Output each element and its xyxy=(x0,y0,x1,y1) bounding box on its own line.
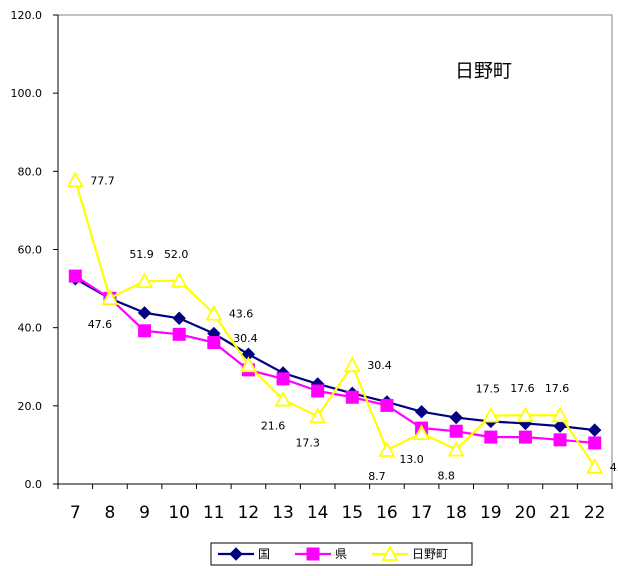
x-tick-label: 9 xyxy=(139,503,150,523)
point-marker-1 xyxy=(207,336,221,350)
data-label: 51.9 xyxy=(129,248,154,261)
data-label: 30.4 xyxy=(233,332,258,345)
point-marker-1 xyxy=(68,269,82,283)
series-line-0 xyxy=(74,277,595,432)
series-line-2 xyxy=(74,180,596,468)
point-marker-2 xyxy=(274,390,292,407)
data-label: 43.6 xyxy=(229,308,254,321)
legend-label: 県 xyxy=(335,547,347,561)
legend-box xyxy=(210,542,473,566)
x-tick-label: 8 xyxy=(105,503,116,523)
y-tick-label: 100.0 xyxy=(11,87,43,100)
legend-marker-2 xyxy=(381,545,399,561)
point-marker-1 xyxy=(345,390,359,404)
legend-label: 日野町 xyxy=(412,547,448,561)
point-marker-2 xyxy=(170,271,188,288)
series-line-1 xyxy=(74,275,595,445)
x-tick-label: 13 xyxy=(272,503,294,523)
x-tick-label: 7 xyxy=(70,503,81,523)
point-marker-1 xyxy=(380,398,394,412)
legend-marker-0 xyxy=(229,547,243,561)
data-label: 17.3 xyxy=(295,436,320,449)
point-marker-1 xyxy=(449,424,463,438)
point-marker-1 xyxy=(553,433,567,447)
y-tick-label: 0.0 xyxy=(25,478,43,491)
data-label: 52.0 xyxy=(164,248,189,261)
point-marker-1 xyxy=(172,327,186,341)
point-marker-2 xyxy=(101,289,119,305)
point-marker-2 xyxy=(343,356,361,373)
point-marker-1 xyxy=(518,430,532,444)
point-marker-2 xyxy=(136,272,154,289)
point-marker-1 xyxy=(311,384,325,398)
data-label: 17.6 xyxy=(510,382,535,395)
data-label: 8.7 xyxy=(368,470,386,483)
y-tick-label: 60.0 xyxy=(18,244,43,257)
point-marker-0 xyxy=(137,306,152,320)
data-label: 30.4 xyxy=(367,359,392,372)
point-marker-2 xyxy=(413,424,431,441)
point-marker-0 xyxy=(414,404,429,419)
x-tick-label: 22 xyxy=(584,503,606,523)
point-marker-2 xyxy=(482,406,500,423)
legend-marker-1 xyxy=(306,547,320,561)
point-marker-2 xyxy=(239,356,257,373)
x-tick-label: 20 xyxy=(515,503,537,523)
x-tick-label: 12 xyxy=(238,503,260,523)
y-tick-label: 20.0 xyxy=(18,400,43,413)
legend-label: 国 xyxy=(258,547,270,561)
point-marker-2 xyxy=(378,441,396,457)
x-tick-label: 16 xyxy=(376,503,398,523)
data-label: 4.4 xyxy=(610,461,618,474)
chart-title: 日野町 xyxy=(455,60,512,82)
data-label: 77.7 xyxy=(90,174,115,187)
x-tick-label: 14 xyxy=(307,503,329,523)
data-label: 13.0 xyxy=(399,453,424,466)
point-marker-0 xyxy=(449,410,463,425)
point-marker-2 xyxy=(586,457,604,474)
y-tick-label: 120.0 xyxy=(11,9,43,22)
point-marker-2 xyxy=(551,406,569,423)
point-marker-0 xyxy=(553,419,567,433)
point-marker-1 xyxy=(138,324,152,338)
data-label: 17.6 xyxy=(545,382,570,395)
x-tick-label: 17 xyxy=(411,503,433,523)
data-label: 17.5 xyxy=(476,383,501,396)
point-marker-1 xyxy=(484,430,498,444)
point-marker-2 xyxy=(309,407,327,424)
point-marker-0 xyxy=(587,423,602,437)
y-tick-label: 80.0 xyxy=(18,165,43,178)
x-tick-label: 19 xyxy=(480,503,502,523)
point-marker-2 xyxy=(516,406,534,423)
x-tick-label: 10 xyxy=(168,503,190,523)
point-marker-1 xyxy=(588,436,602,450)
point-marker-2 xyxy=(447,440,465,457)
data-label: 8.8 xyxy=(437,470,455,483)
point-marker-2 xyxy=(205,304,223,321)
y-tick-label: 40.0 xyxy=(18,322,43,335)
x-tick-label: 11 xyxy=(203,503,225,523)
point-marker-2 xyxy=(66,171,84,188)
data-label: 21.6 xyxy=(261,420,286,433)
data-label: 47.6 xyxy=(88,318,113,331)
x-tick-label: 18 xyxy=(445,503,467,523)
x-tick-label: 15 xyxy=(341,503,363,523)
x-tick-label: 21 xyxy=(549,503,571,523)
point-marker-1 xyxy=(276,372,290,386)
point-marker-0 xyxy=(172,311,186,325)
